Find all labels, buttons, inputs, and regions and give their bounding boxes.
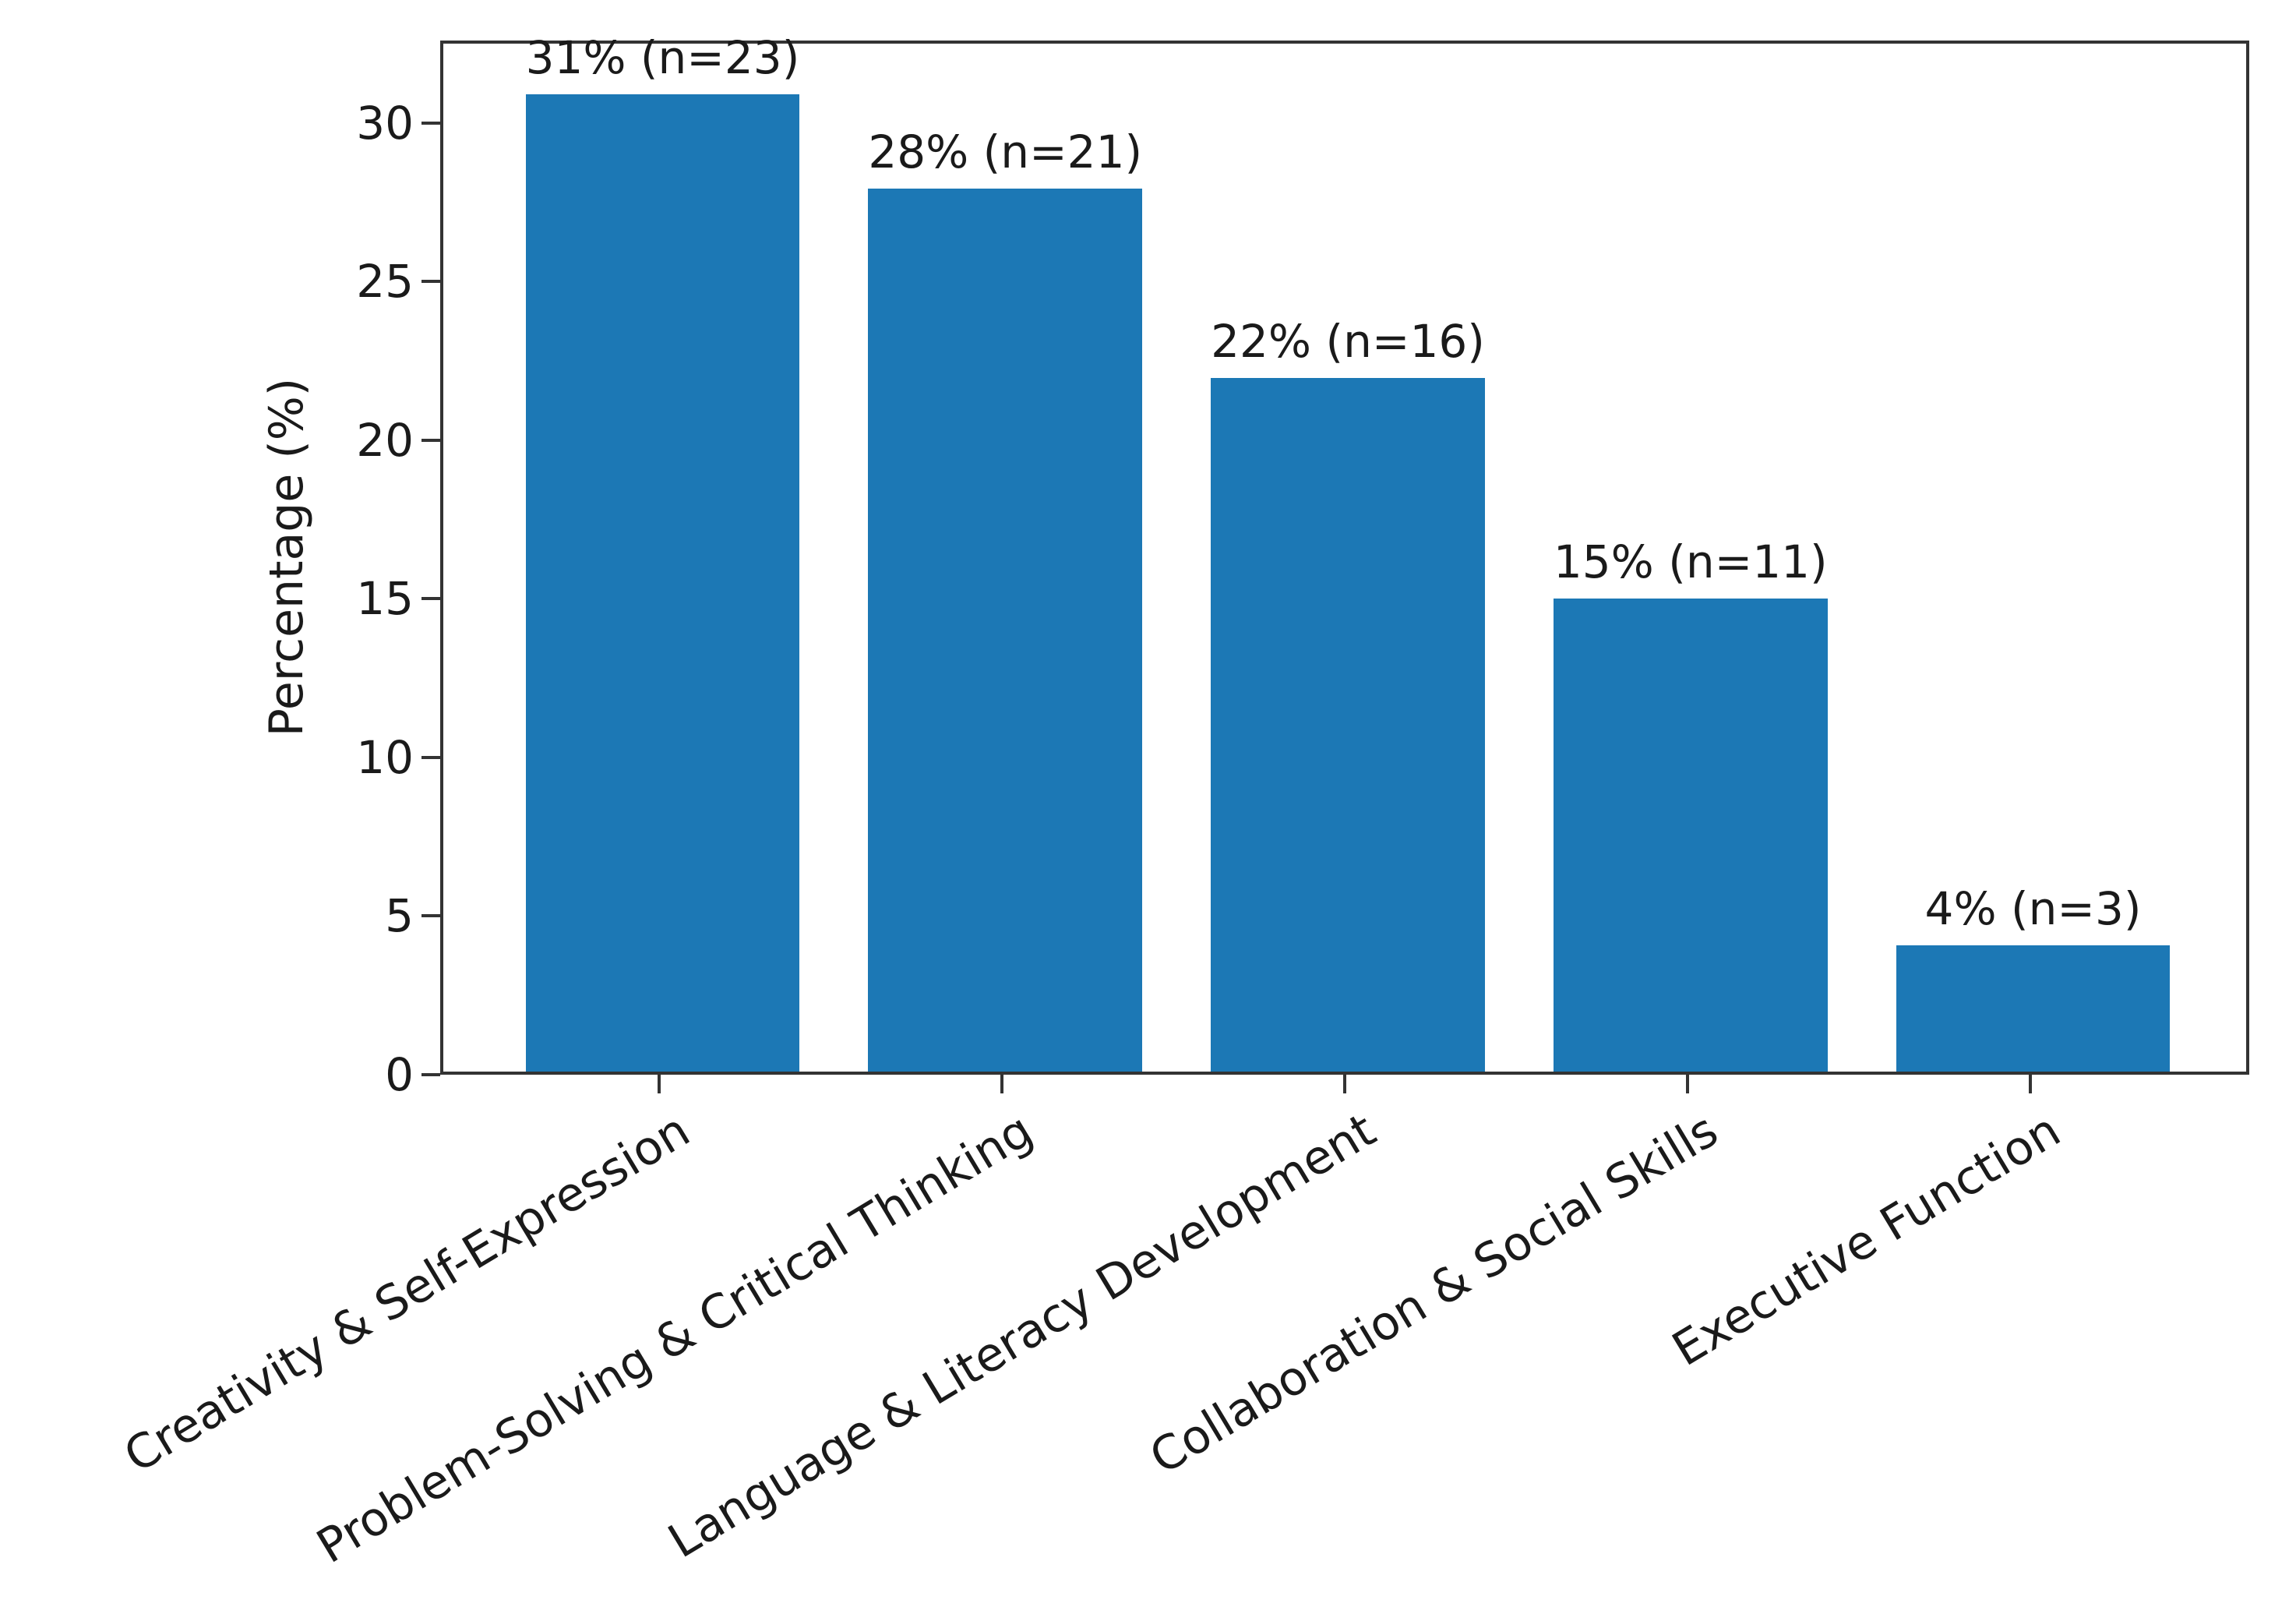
y-tick-label: 20 xyxy=(356,413,414,467)
y-tick-mark xyxy=(421,438,440,442)
y-tick-label: 15 xyxy=(356,572,414,626)
y-tick-label: 5 xyxy=(385,889,414,943)
x-tick-mark xyxy=(2028,1075,2032,1093)
x-tick-label: Problem-Solving & Critical Thinking xyxy=(307,1103,1042,1574)
x-tick-mark xyxy=(658,1075,661,1093)
x-tick-label: Creativity & Self-Expression xyxy=(115,1103,700,1484)
bar-value-label: 28% (n=21) xyxy=(868,125,1143,179)
bar xyxy=(525,94,800,1072)
plot-area: 31% (n=23) 28% (n=21) 22% (n=16) 15% (n=11)… xyxy=(440,33,2249,1075)
y-tick-label: 25 xyxy=(356,255,414,309)
y-tick-label: 0 xyxy=(385,1048,414,1101)
y-tick-mark xyxy=(421,280,440,284)
y-tick-mark xyxy=(421,121,440,125)
bar-value-label: 31% (n=23) xyxy=(525,30,800,84)
y-tick-mark xyxy=(421,597,440,601)
y-tick-mark xyxy=(421,1073,440,1076)
bar xyxy=(868,189,1143,1072)
bar-value-label: 15% (n=11) xyxy=(1553,535,1828,589)
bar xyxy=(1553,599,1828,1072)
x-tick-label: Language & Literacy Development xyxy=(658,1103,1385,1570)
y-tick-mark xyxy=(421,755,440,759)
x-tick-label: Executive Function xyxy=(1663,1103,2070,1378)
bar xyxy=(1896,945,2171,1072)
x-tick-mark xyxy=(1000,1075,1004,1093)
bar xyxy=(1211,377,1485,1072)
bar-value-label: 4% (n=3) xyxy=(1924,882,2142,936)
x-tick-label: Collaboration & Social Skills xyxy=(1141,1103,1727,1485)
y-tick-label: 10 xyxy=(356,730,414,784)
bar-value-label: 22% (n=16) xyxy=(1211,315,1485,369)
y-tick-mark xyxy=(421,914,440,918)
x-tick-mark xyxy=(1685,1075,1689,1093)
y-tick-label: 30 xyxy=(356,96,414,150)
x-tick-mark xyxy=(1343,1075,1346,1093)
